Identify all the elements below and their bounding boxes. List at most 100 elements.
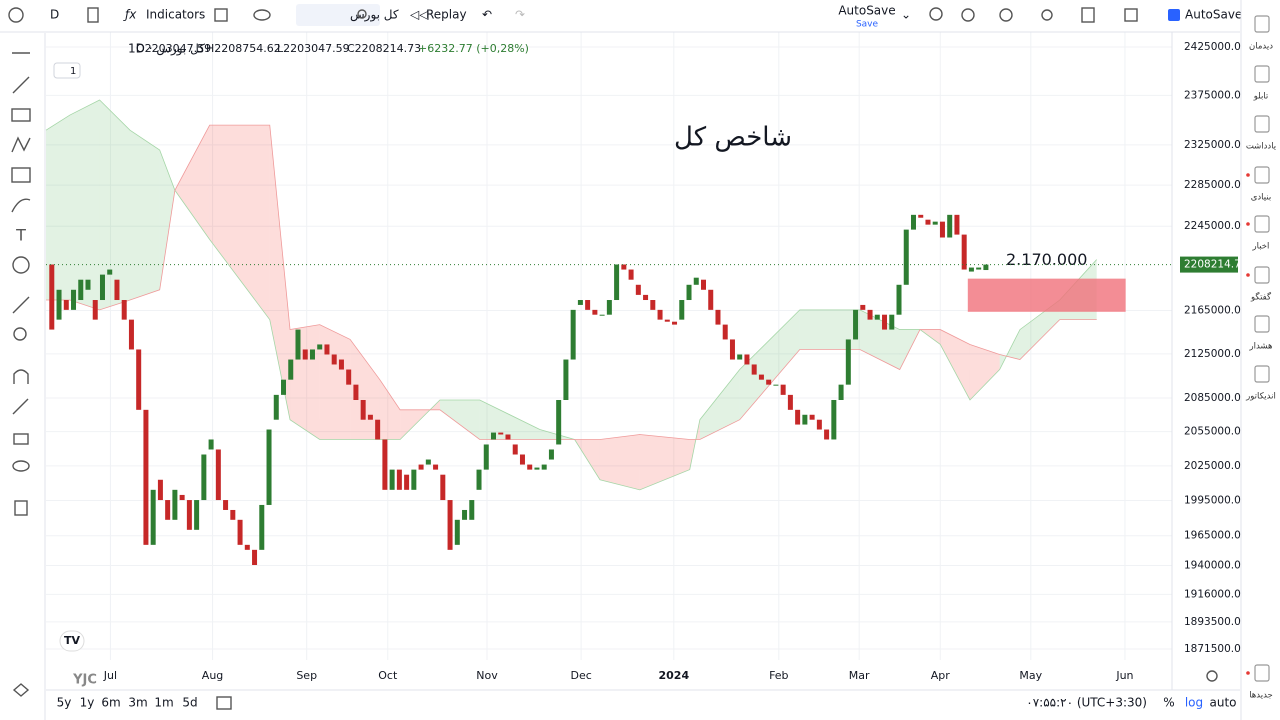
snapshot-icon[interactable] [1081,7,1095,23]
theme-icon[interactable] [999,8,1013,22]
candle-body [99,274,105,301]
sidebar-label[interactable]: بنیادی [1251,193,1272,203]
magnet-tool[interactable] [13,369,29,384]
auto-toggle[interactable]: auto [1209,696,1236,710]
candle-body [121,300,127,320]
candle-body [114,279,120,301]
candle-body [483,444,489,470]
sidebar-label[interactable]: جدیدها [1249,691,1273,701]
sidebar-label[interactable]: اخبار [1252,242,1270,252]
pattern-tool[interactable] [11,136,31,153]
sidebar-icon[interactable] [1254,365,1270,383]
plot-area: 2.170.000 شاخص کل [45,32,1172,660]
replay-button[interactable]: Replay [426,8,467,22]
redo[interactable]: ↷ [515,8,525,22]
candle-body [534,467,540,470]
sidebar-label[interactable]: تابلو [1253,92,1269,102]
fib-tool[interactable] [11,108,31,122]
save-label[interactable]: Save [856,20,879,30]
calendar-icon[interactable] [216,696,232,710]
alert-icon[interactable] [929,7,943,21]
lock-tool[interactable] [13,433,29,445]
log-toggle[interactable]: log [1185,696,1203,710]
symbol-search[interactable] [296,4,380,26]
candle-body [433,464,439,470]
chart-type-icon[interactable] [87,7,99,23]
left-toolbar [0,33,44,690]
add-icon[interactable] [8,7,24,23]
prediction-tool[interactable] [11,167,31,183]
percent-toggle[interactable]: % [1163,696,1174,710]
price-zone [967,278,1126,312]
brush-tool[interactable] [11,198,31,213]
range-button[interactable]: 6m [101,696,120,710]
dropdown[interactable]: ⌄ [901,8,911,22]
indicators-button[interactable]: Indicators [146,8,205,22]
y-tick-label: 2425000.00 [1184,41,1247,53]
ruler-tool[interactable] [12,296,30,314]
share-icon[interactable] [1041,9,1053,21]
eye-icon[interactable] [253,9,271,21]
x-tick-label: 2024 [658,669,689,682]
candle-body [136,349,142,410]
cloud-segment [159,150,175,290]
sidebar-label[interactable]: گفتگو [1250,292,1272,303]
range-button[interactable]: 5y [57,696,72,710]
candle-body [577,300,583,305]
candle-body [679,300,685,320]
sidebar-icon[interactable] [1254,115,1270,133]
autosave-label[interactable]: AutoSave [838,4,895,18]
sidebar-icon[interactable] [1254,664,1270,682]
sidebar-label[interactable]: دیدمان [1249,42,1273,52]
interval[interactable]: D [50,8,59,22]
sidebar-label[interactable]: اندیکاتور [1245,392,1276,402]
sidebar-label[interactable]: هشدار [1249,342,1273,352]
range-button[interactable]: 5d [182,696,197,710]
hide-tool[interactable] [12,460,30,472]
fullscreen-icon[interactable] [1124,8,1138,22]
settings-icon[interactable] [961,8,975,22]
icon-tool[interactable] [12,256,30,274]
y-tick-label: 2165000.00 [1184,305,1247,317]
cloud-segment [479,399,540,440]
autosave-check-label[interactable]: AutoSave [1185,8,1242,22]
symbol-name[interactable]: کل بورس [350,8,399,23]
delete-tool[interactable] [14,500,28,516]
candle-body [266,429,272,505]
undo[interactable]: ↶ [482,8,492,22]
fx-icon[interactable]: ƒx [123,8,137,22]
sidebar-icon[interactable] [1254,65,1270,83]
range-button[interactable]: 3m [128,696,147,710]
layout-icon[interactable] [214,8,228,22]
range-button[interactable]: 1y [80,696,95,710]
sidebar-label[interactable]: یادداشت [1246,142,1277,152]
candle-body [939,221,945,238]
sidebar-icon[interactable] [1254,166,1270,184]
range-button[interactable]: 1m [154,696,173,710]
cloud-segment [69,100,100,310]
zoom-tool[interactable] [13,327,27,341]
sidebar-icon[interactable] [1254,215,1270,233]
trendline-tool[interactable] [12,76,30,94]
candle-body [208,439,214,450]
last-price-box [1180,256,1238,273]
replay-icon[interactable]: ◁◁ [409,8,428,22]
sidebar-icon[interactable] [1254,266,1270,284]
text-tool[interactable]: T [15,226,26,245]
layers-icon[interactable] [12,683,30,697]
legend-toggle[interactable] [53,62,81,79]
candle-body [389,469,395,490]
x-tick-label: Feb [769,669,788,682]
legend-collapse[interactable]: 1 [70,66,76,77]
cloud-segment [379,379,401,440]
candle-body [375,419,381,440]
candle-body [418,464,424,470]
lock-draw-tool[interactable] [12,398,29,415]
candle-body [556,399,562,445]
sidebar-icon[interactable] [1254,315,1270,333]
settings-axis[interactable] [1206,670,1218,682]
autosave-checkbox[interactable] [1168,9,1180,21]
cloud-segment [350,339,380,440]
sidebar-icon[interactable] [1254,15,1270,33]
x-tick-label: Jul [103,669,117,682]
